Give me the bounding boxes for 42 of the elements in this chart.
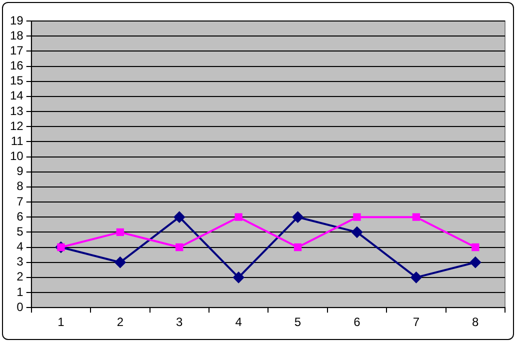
point: [174, 212, 185, 223]
x-tick-label: 1: [58, 315, 65, 330]
y-tick-label: 8: [16, 179, 24, 194]
point: [116, 228, 124, 236]
x-tick-label: 7: [412, 315, 420, 330]
point: [294, 243, 302, 252]
y-tick-label: 11: [10, 134, 24, 148]
y-tick-label: 19: [10, 13, 24, 28]
y-tick-label: 4: [16, 240, 24, 254]
x-tick-label: 5: [294, 315, 302, 330]
y-tick-label: 1: [16, 284, 24, 299]
x-tick-label: 2: [116, 315, 124, 330]
point: [234, 213, 242, 221]
y-tick-label: 5: [16, 224, 24, 238]
y-tick-label: 12: [10, 118, 24, 133]
y-tick-label: 18: [10, 28, 24, 42]
point: [353, 213, 361, 221]
y-tick-label: 10: [10, 149, 24, 164]
x-tick-label: 4: [235, 315, 242, 330]
y-tick-label: 2: [16, 270, 24, 284]
point: [470, 256, 481, 268]
y-tick-label: 13: [10, 104, 24, 118]
y-tick-label: 17: [10, 43, 24, 58]
y-tick-label: 0: [16, 300, 24, 314]
point: [410, 272, 422, 283]
point: [233, 272, 244, 283]
x-tick-label: 8: [472, 315, 480, 330]
y-tick-label: 9: [16, 164, 24, 178]
point: [351, 226, 362, 238]
point: [412, 213, 420, 221]
point: [472, 243, 480, 252]
point: [114, 256, 126, 268]
y-tick-label: 16: [10, 58, 24, 73]
point: [292, 212, 304, 223]
y-tick-label: 6: [16, 209, 24, 224]
x-tick-label: 3: [176, 315, 184, 330]
y-tick-label: 7: [16, 194, 24, 208]
y-tick-label: 3: [16, 254, 24, 269]
y-tick-label: 14: [10, 88, 24, 103]
point: [176, 243, 184, 252]
x-tick-label: 6: [354, 315, 361, 330]
y-tick-label: 15: [10, 74, 24, 88]
